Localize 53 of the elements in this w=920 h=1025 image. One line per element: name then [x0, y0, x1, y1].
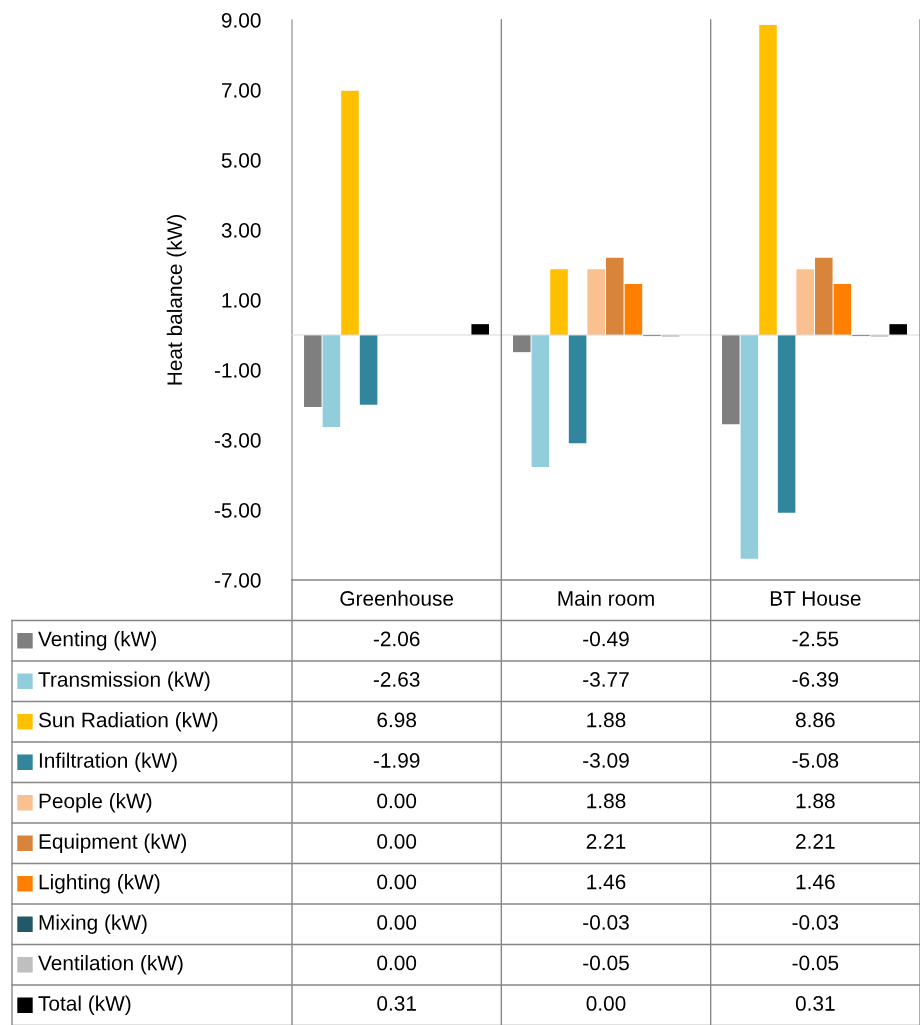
- legend-label: Transmission (kW): [38, 671, 210, 691]
- data-label: 2.21: [586, 834, 626, 849]
- y-tick-label: -3.00: [214, 433, 261, 448]
- data-label: -0.03: [583, 915, 629, 930]
- y-tick-label: -5.00: [214, 503, 261, 518]
- data-label: -3.77: [583, 672, 629, 687]
- legend-label: Ventilation (kW): [38, 955, 183, 975]
- data-label: -0.05: [792, 955, 839, 971]
- y-axis-title: Heat balance (kW): [166, 215, 187, 385]
- data-label: -0.03: [792, 915, 839, 930]
- data-label: 2.21: [796, 834, 835, 849]
- legend-label: Equipment (kW): [39, 833, 187, 853]
- legend-label: Venting (kW): [38, 631, 156, 651]
- data-label: 0.00: [377, 834, 417, 849]
- legend-label: Lighting (kW): [39, 874, 160, 894]
- data-label: 1.46: [587, 874, 626, 890]
- data-label: 0.31: [795, 996, 835, 1011]
- data-label: -0.49: [583, 631, 629, 647]
- data-label: 1.88: [796, 793, 835, 809]
- legend-label: Sun Radiation (kW): [38, 712, 218, 732]
- y-tick-label: 1.00: [222, 293, 261, 308]
- data-label: 0.00: [586, 996, 626, 1011]
- legend-label: Total (kW): [38, 995, 131, 1015]
- data-label: -5.08: [792, 753, 839, 768]
- data-label: 0.00: [377, 874, 417, 890]
- x-tick-label: Main room: [558, 590, 654, 606]
- x-tick-label: Greenhouse: [340, 590, 454, 606]
- data-label: 0.00: [377, 915, 417, 930]
- data-label: 1.88: [587, 712, 626, 728]
- data-label: -2.06: [373, 631, 420, 647]
- data-label: -0.05: [583, 955, 629, 971]
- legend-label: People (kW): [39, 793, 152, 813]
- legend-label: Infiltration (kW): [39, 752, 177, 772]
- x-tick-label: BT House: [770, 591, 861, 606]
- data-label: 0.31: [377, 996, 416, 1011]
- data-label: -3.09: [583, 753, 629, 768]
- y-tick-label: 5.00: [221, 153, 261, 168]
- data-label: 1.46: [796, 874, 835, 890]
- data-label: -6.39: [792, 672, 839, 687]
- data-label: 0.00: [377, 955, 417, 971]
- data-label: 1.88: [587, 793, 626, 809]
- data-label: -1.99: [373, 753, 420, 768]
- data-label: 8.86: [795, 712, 835, 728]
- data-label: -2.63: [373, 672, 420, 687]
- y-tick-label: -7.00: [214, 573, 261, 588]
- data-label: 6.98: [377, 712, 417, 728]
- y-tick-label: 3.00: [221, 223, 261, 238]
- data-label: 0.00: [377, 793, 417, 809]
- y-tick-label: 7.00: [221, 83, 261, 98]
- y-tick-label: -1.00: [214, 363, 261, 378]
- data-label: -2.55: [792, 631, 839, 647]
- y-tick-label: 9.00: [221, 13, 261, 28]
- legend-label: Mixing (kW): [39, 914, 147, 934]
